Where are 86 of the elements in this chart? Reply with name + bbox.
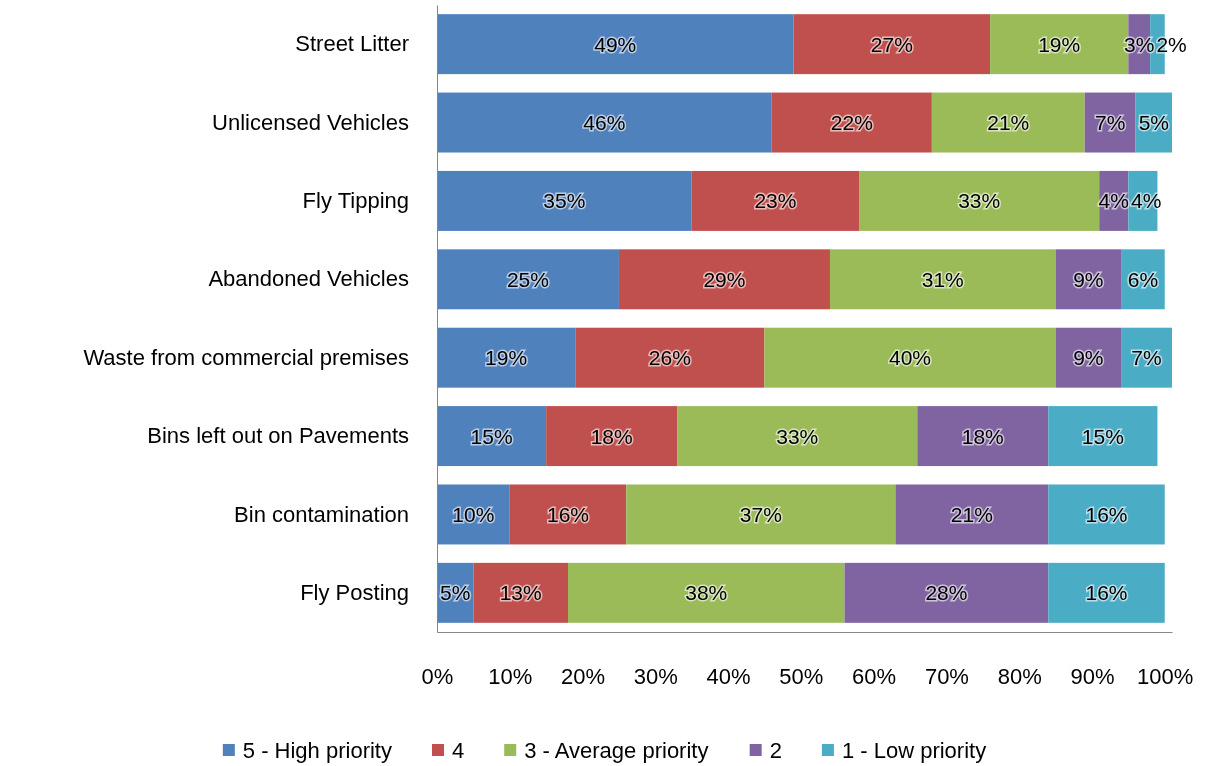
data-label: 9%	[1073, 267, 1104, 291]
data-label: 18%	[961, 424, 1004, 448]
data-label: 6%	[1127, 267, 1159, 291]
y-tick-label: Bin contamination	[234, 501, 409, 527]
data-label: 19%	[1038, 32, 1081, 56]
bar	[437, 327, 576, 388]
data-label: 28%	[925, 581, 968, 605]
x-tick-label: 10%	[488, 663, 533, 689]
bar	[575, 327, 765, 388]
data-label: 49%	[594, 32, 637, 56]
bar	[437, 249, 619, 310]
data-label: 40%	[889, 346, 932, 370]
data-label: 33%	[958, 189, 1001, 213]
bar	[917, 406, 1049, 467]
y-tick-label: Unlicensed Vehicles	[212, 109, 409, 135]
data-label: 9%	[1073, 346, 1104, 370]
bar	[1048, 406, 1158, 467]
data-label: 21%	[987, 111, 1030, 135]
data-label: 16%	[546, 502, 590, 526]
data-label: 22%	[830, 111, 873, 135]
data-label: 35%	[543, 189, 586, 213]
data-label: 38%	[685, 581, 728, 605]
data-label: 10%	[452, 502, 495, 526]
bar	[844, 562, 1049, 623]
bar	[793, 14, 991, 75]
bar	[509, 484, 627, 545]
data-label: 46%	[583, 111, 626, 135]
data-label: 25%	[506, 267, 549, 291]
data-label: 15%	[470, 424, 513, 448]
x-tick-label: 80%	[997, 663, 1042, 689]
data-label: 21%	[950, 502, 993, 526]
data-label: 7%	[1131, 346, 1162, 370]
data-label: 15%	[1081, 424, 1124, 448]
y-tick-label: Abandoned Vehicles	[208, 266, 409, 292]
data-label: 5%	[1138, 111, 1169, 135]
x-tick-label: 60%	[852, 663, 897, 689]
data-label: 18%	[590, 424, 633, 448]
x-tick-label: 70%	[924, 663, 969, 689]
legend-label: 3 - Average priority	[524, 737, 709, 763]
bar	[771, 92, 932, 153]
data-label: 5%	[440, 581, 471, 605]
bar	[677, 406, 918, 467]
bar	[859, 170, 1100, 231]
bar	[764, 327, 1056, 388]
bar	[437, 92, 772, 153]
x-tick-label: 50%	[779, 663, 824, 689]
x-tick-label: 30%	[633, 663, 678, 689]
legend-label: 5 - High priority	[242, 737, 392, 763]
data-label: 37%	[739, 502, 782, 526]
x-tick-label: 20%	[561, 663, 606, 689]
bar	[1048, 562, 1165, 623]
bar	[618, 249, 830, 310]
y-tick-label: Street Litter	[295, 31, 409, 57]
data-label: 16%	[1085, 581, 1128, 605]
x-tick-label: 90%	[1070, 663, 1115, 689]
bar	[437, 170, 692, 231]
data-label: 27%	[870, 32, 913, 56]
data-label: 23%	[754, 189, 797, 213]
x-tick-label: 40%	[706, 663, 751, 689]
data-label: 29%	[703, 267, 746, 291]
data-label: 16%	[1085, 502, 1128, 526]
bar	[626, 484, 896, 545]
legend-label: 1 - Low priority	[841, 737, 987, 763]
data-label: 4%	[1098, 189, 1129, 213]
data-label: 33%	[776, 424, 819, 448]
legend-label: 2	[769, 737, 782, 763]
legend-label: 4	[451, 737, 465, 763]
data-label: 7%	[1094, 111, 1126, 135]
y-tick-label: Fly Posting	[300, 579, 409, 605]
bar	[895, 484, 1049, 545]
bar	[437, 14, 794, 75]
data-label: 19%	[485, 346, 528, 370]
bar	[931, 92, 1085, 153]
y-tick-label: Waste from commercial premises	[83, 344, 409, 370]
bar	[691, 170, 860, 231]
y-tick-label: Fly Tipping	[302, 187, 409, 213]
bar	[1048, 484, 1165, 545]
data-label: 26%	[648, 346, 691, 370]
x-tick-label: 100%	[1137, 663, 1194, 689]
data-label: 13%	[499, 581, 542, 605]
bar	[829, 249, 1056, 310]
bar	[546, 406, 678, 467]
y-tick-label: Bins left out on Pavements	[147, 423, 409, 449]
data-label: 31%	[921, 267, 964, 291]
bar	[567, 562, 845, 623]
x-tick-label: 0%	[421, 663, 454, 689]
